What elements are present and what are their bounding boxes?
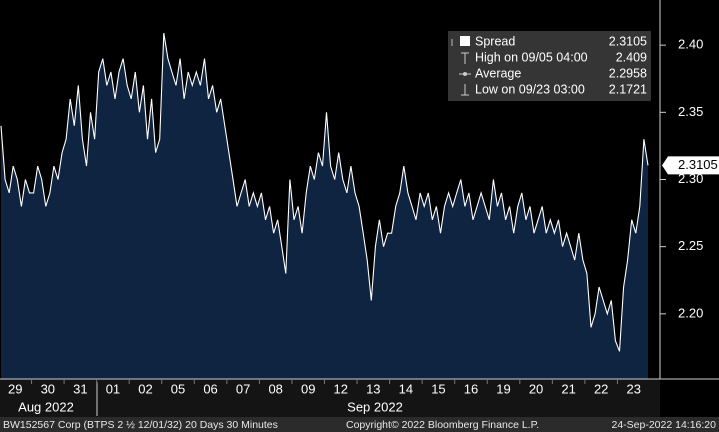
footer-timestamp: 24-Sep-2022 14:16:20	[611, 419, 716, 431]
x-tick-label: 05	[171, 381, 185, 396]
legend-label: High on 09/05 04:00	[475, 50, 588, 64]
x-tick-label: 16	[464, 381, 478, 396]
x-axis-band	[0, 379, 660, 417]
legend-value: 2.3105	[609, 34, 647, 48]
y-tick-label: 2.30	[678, 171, 703, 186]
legend-label: Average	[475, 66, 521, 80]
x-tick-label: 30	[41, 381, 55, 396]
x-tick-label: 01	[106, 381, 120, 396]
legend-label: Spread	[475, 34, 515, 48]
x-tick-label: 08	[268, 381, 282, 396]
x-tick-label: 20	[529, 381, 543, 396]
y-tick-label: 2.20	[678, 305, 703, 320]
legend-value: 2.409	[616, 50, 647, 64]
legend-label: Low on 09/23 03:00	[475, 82, 585, 96]
month-label: Sep 2022	[347, 399, 403, 414]
x-tick-label: 22	[594, 381, 608, 396]
x-tick-label: 12	[334, 381, 348, 396]
legend-swatch	[460, 36, 470, 46]
area	[1, 33, 648, 379]
legend-value: 2.1721	[609, 82, 647, 96]
x-tick-label: 07	[236, 381, 250, 396]
y-axis: 2.20 2.25 2.30 2.35 2.40 2.3105	[660, 37, 719, 320]
footer-security: BW152567 Corp (BTPS 2 ½ 12/01/32) 20 Day…	[3, 419, 278, 431]
x-tick-label: 29	[8, 381, 22, 396]
x-tick-label: 21	[561, 381, 575, 396]
y-tick-label: 2.35	[678, 104, 703, 119]
x-tick-label: 09	[301, 381, 315, 396]
footer-bar	[0, 417, 719, 432]
plot-area	[0, 32, 649, 379]
legend: Spread 2.3105 High on 09/05 04:00 2.409 …	[448, 31, 651, 101]
month-label: Aug 2022	[18, 399, 74, 414]
legend-icon	[463, 72, 467, 76]
x-tick-label: 14	[399, 381, 413, 396]
x-tick-label: 19	[496, 381, 510, 396]
legend-value: 2.2958	[609, 66, 647, 80]
y-tick-label: 2.40	[678, 37, 703, 52]
x-tick-label: 02	[138, 381, 152, 396]
legend-box	[448, 31, 651, 101]
x-tick-label: 31	[73, 381, 87, 396]
x-tick-label: 15	[431, 381, 445, 396]
last-value-label: 2.3105	[678, 157, 718, 172]
x-tick-label: 13	[366, 381, 380, 396]
y-tick-label: 2.25	[678, 238, 703, 253]
last-value-tag	[662, 156, 719, 175]
x-tick-label: 23	[626, 381, 640, 396]
line	[0, 32, 649, 352]
footer-copyright: Copyright© 2022 Bloomberg Finance L.P.	[346, 419, 539, 431]
x-tick-label: 06	[203, 381, 217, 396]
